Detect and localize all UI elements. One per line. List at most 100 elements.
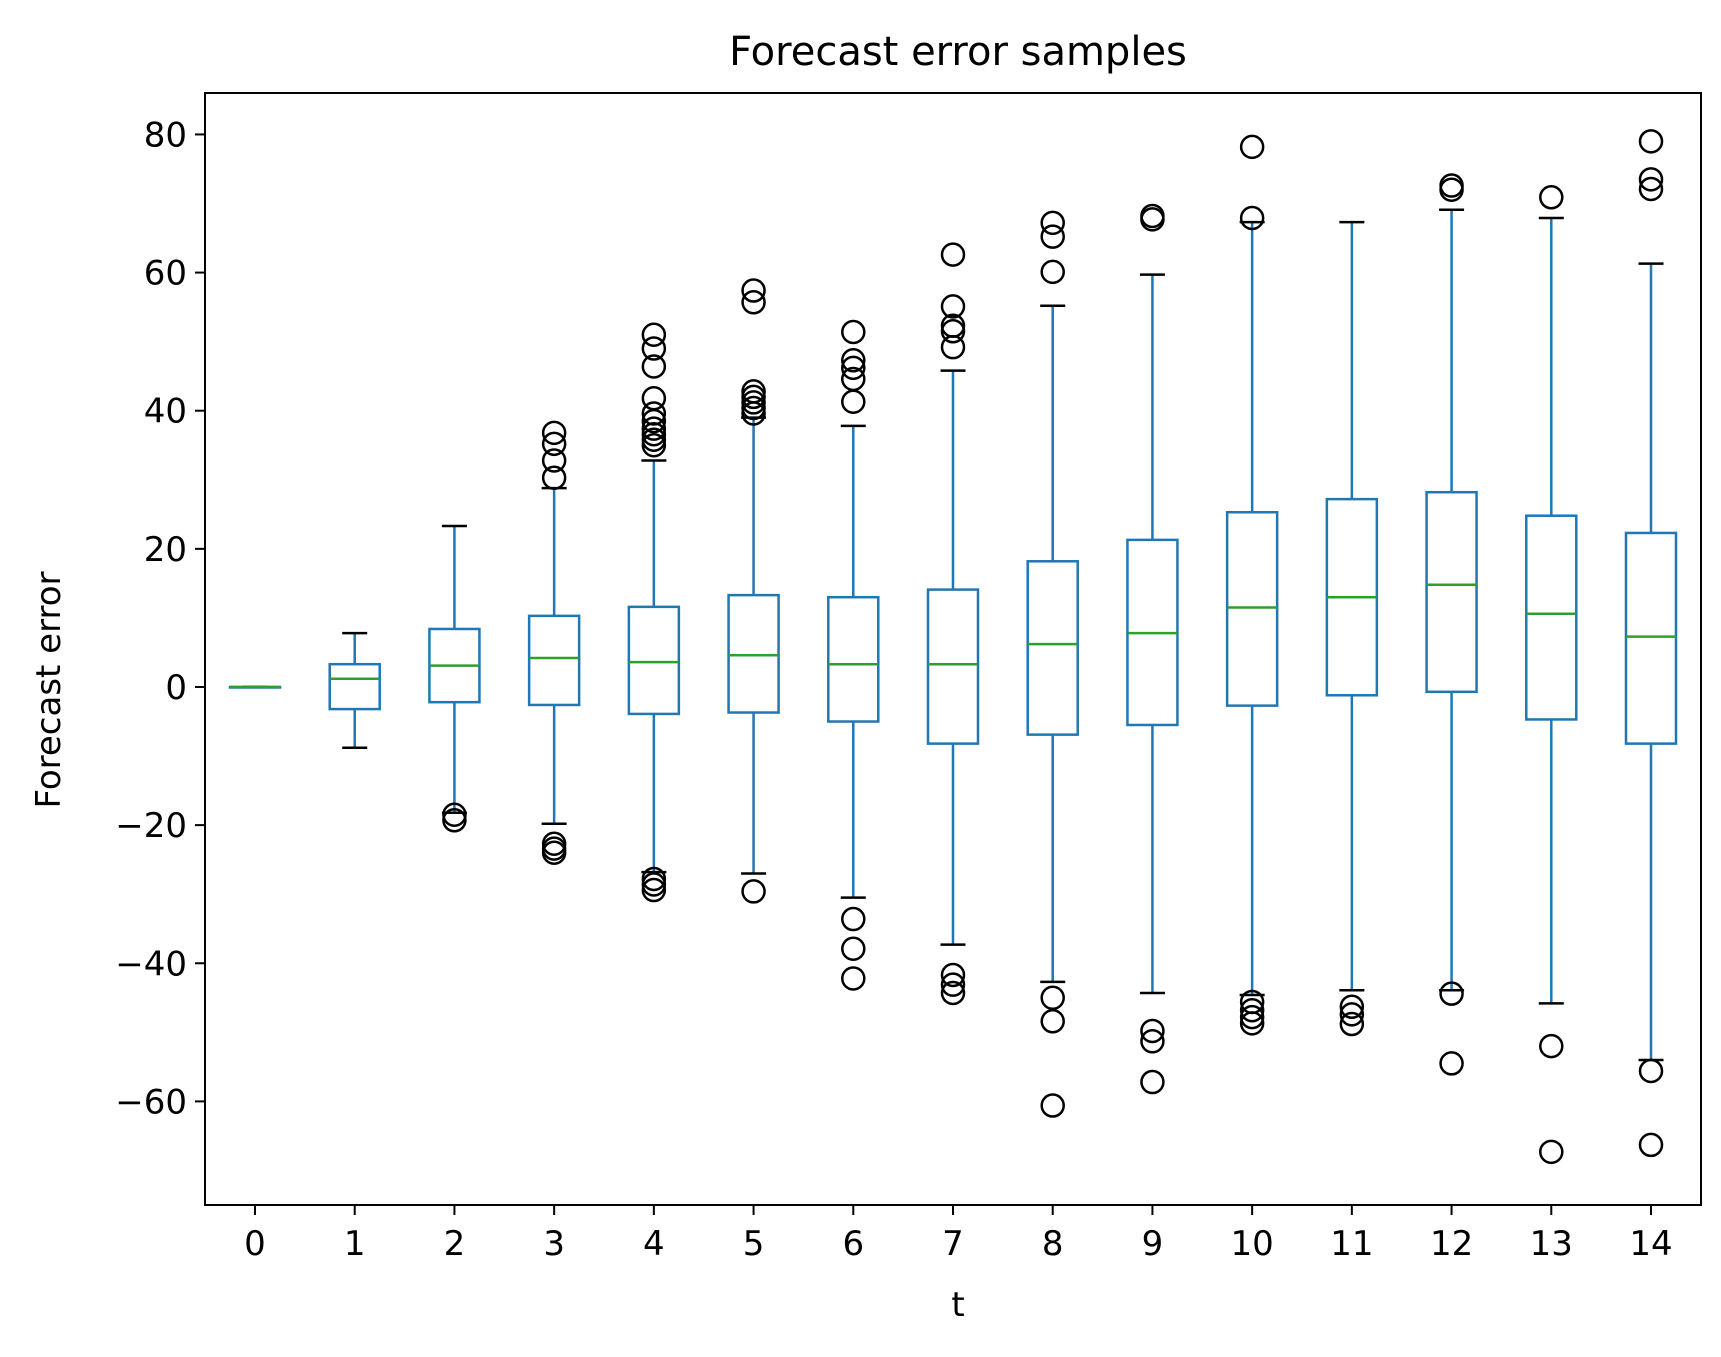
outlier-point	[541, 840, 567, 866]
outlier-point	[1339, 1011, 1365, 1037]
outlier-point	[1239, 1011, 1265, 1036]
outlier-point	[741, 290, 766, 315]
outlier-point	[1040, 259, 1065, 285]
outlier-point	[641, 877, 667, 903]
outlier-point	[1040, 985, 1065, 1011]
outlier-point	[841, 389, 866, 414]
outlier-point	[641, 322, 667, 347]
outlier-point	[940, 242, 966, 267]
outlier-point	[741, 278, 766, 303]
outlier-point	[1339, 1002, 1365, 1027]
outlier-point	[741, 390, 766, 415]
outlier-point	[741, 395, 766, 421]
outlier-point	[841, 936, 866, 962]
outlier-point	[442, 808, 467, 833]
outlier-point	[541, 431, 567, 457]
outlier-point	[541, 420, 567, 446]
outlier-point	[940, 319, 966, 344]
outlier-point	[1040, 1009, 1065, 1034]
x-tick-label: 10	[1231, 1224, 1274, 1264]
y-tick-label: 40	[144, 392, 187, 432]
outlier-point	[1339, 994, 1365, 1020]
outlier-point	[641, 432, 667, 458]
outlier-point	[1539, 185, 1564, 210]
outlier-point	[1638, 176, 1664, 202]
outlier-point	[1638, 1132, 1664, 1158]
x-tick-label: 9	[1142, 1224, 1164, 1264]
box	[1525, 514, 1578, 721]
y-tick-label: −20	[115, 806, 187, 846]
y-tick-label: 80	[144, 115, 187, 155]
x-tick-label: 1	[344, 1224, 366, 1264]
outlier-point	[1140, 203, 1165, 229]
x-axis-label: t	[951, 1285, 964, 1325]
box	[1225, 510, 1279, 707]
x-tick-label: 11	[1330, 1224, 1373, 1264]
outlier-point	[1638, 167, 1664, 192]
outlier-point	[841, 966, 866, 991]
outlier-point	[940, 962, 966, 988]
outlier-point	[1239, 1004, 1265, 1030]
x-tick-label: 12	[1430, 1224, 1473, 1264]
outlier-point	[1439, 981, 1464, 1006]
outlier-point	[1239, 997, 1265, 1023]
plot-frame	[204, 92, 1702, 1206]
box	[1425, 490, 1478, 694]
chart-title: Forecast error samples	[729, 29, 1187, 75]
outlier-point	[940, 313, 966, 339]
outlier-point	[1239, 134, 1265, 160]
outlier-point	[641, 401, 667, 426]
outlier-point	[1439, 173, 1464, 198]
outlier-point	[541, 465, 567, 490]
box	[727, 593, 780, 714]
outlier-point	[1439, 1051, 1464, 1076]
x-tick-label: 2	[444, 1224, 466, 1264]
x-tick-label: 4	[643, 1224, 665, 1264]
outlier-point	[1140, 1069, 1165, 1095]
outlier-point	[1040, 210, 1065, 236]
outlier-point	[1638, 1058, 1664, 1084]
outlier-point	[1040, 1093, 1065, 1118]
x-tick-label: 14	[1629, 1224, 1672, 1264]
y-axis-label: Forecast error	[29, 571, 69, 808]
outlier-point	[741, 384, 766, 410]
outlier-point	[940, 294, 966, 319]
outlier-point	[641, 416, 667, 441]
outlier-point	[1239, 205, 1265, 231]
outlier-point	[1638, 129, 1664, 154]
box	[926, 588, 980, 745]
box	[1026, 560, 1079, 736]
x-tick-label: 13	[1530, 1224, 1573, 1264]
outlier-point	[841, 319, 866, 345]
outlier-point	[641, 872, 667, 897]
outlier-point	[841, 366, 866, 392]
x-tick-label: 5	[743, 1224, 765, 1264]
outlier-point	[641, 866, 667, 892]
box	[328, 662, 381, 711]
outlier-point	[1140, 1018, 1165, 1044]
box	[1624, 531, 1678, 745]
outlier-point	[841, 355, 866, 381]
box	[527, 614, 581, 707]
outlier-point	[1539, 1139, 1564, 1165]
outlier-point	[541, 448, 567, 473]
outlier-point	[641, 427, 667, 452]
outlier-point	[1040, 224, 1065, 249]
x-tick-label: 3	[543, 1224, 565, 1264]
outlier-point	[741, 379, 766, 404]
x-tick-label: 7	[942, 1224, 964, 1264]
y-tick-label: 0	[165, 668, 187, 708]
outlier-point	[841, 348, 866, 373]
y-tick-label: −60	[115, 1082, 187, 1122]
outlier-point	[1539, 1033, 1564, 1059]
y-tick-label: 60	[144, 254, 187, 294]
y-tick-label: 20	[144, 530, 187, 570]
outlier-point	[741, 879, 766, 904]
box	[827, 595, 880, 723]
y-tick-label: −40	[115, 944, 187, 984]
box	[627, 605, 681, 716]
outlier-point	[641, 386, 667, 411]
outlier-point	[641, 354, 667, 379]
